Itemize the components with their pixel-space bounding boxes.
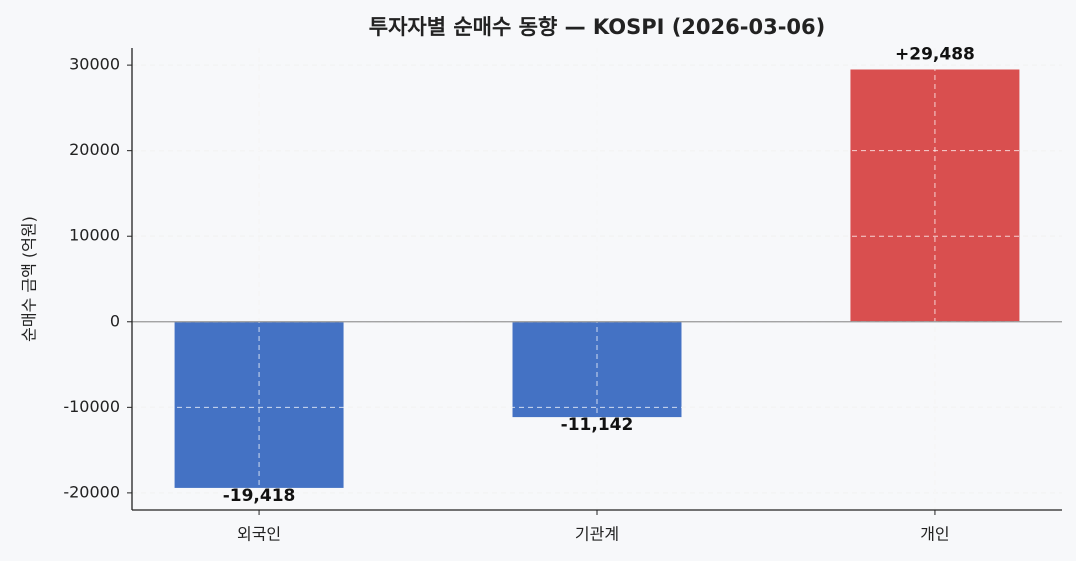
x-tick-label: 기관계 — [575, 525, 619, 544]
y-tick-label: -20000 — [63, 482, 120, 501]
y-tick-label: 10000 — [69, 226, 120, 245]
x-tick-label: 개인 — [920, 525, 949, 544]
value-label: -11,142 — [561, 415, 634, 435]
y-axis-label: 순매수 금액 (억원) — [20, 216, 39, 342]
chart-title: 투자자별 순매수 동향 — KOSPI (2026-03-06) — [369, 15, 825, 39]
y-tick-label: -10000 — [63, 397, 120, 416]
value-label: +29,488 — [895, 44, 975, 64]
y-tick-label: 0 — [110, 311, 120, 330]
value-label: -19,418 — [223, 486, 296, 506]
x-tick-label: 외국인 — [237, 525, 281, 544]
y-tick-label: 20000 — [69, 140, 120, 159]
y-tick-label: 30000 — [69, 55, 120, 74]
